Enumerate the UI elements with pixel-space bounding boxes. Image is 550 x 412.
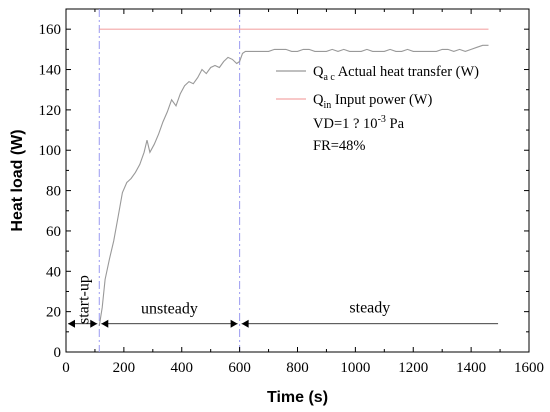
legend-actual-sub: a c [323, 72, 335, 83]
phase-label-startup: start-up [75, 275, 92, 324]
legend-actual-text: Actual heat transfer (W) [335, 64, 479, 80]
legend-entry-actual: Qa c Actual heat transfer (W) [313, 64, 479, 83]
phase-arrow-head [90, 319, 98, 328]
x-tick-label: 800 [286, 360, 309, 376]
series-layer [98, 28, 489, 326]
plot-area: start-up unsteady steady [65, 8, 530, 353]
legend-input-sub: in [323, 100, 331, 111]
y-tick-label: 80 [46, 184, 61, 200]
phase-arrow-head [241, 319, 249, 328]
legend-entry-input: Qin Input power (W) [313, 92, 432, 111]
y-tick-label: 160 [39, 22, 62, 38]
y-tick-label: 60 [46, 224, 61, 240]
y-tick-label: 100 [39, 143, 62, 159]
phase-boundaries [98, 9, 241, 352]
y-tick-label: 20 [46, 305, 61, 321]
phase-label-steady: steady [349, 300, 390, 317]
y-axis: 0 20 40 60 80 100 120 140 160 [39, 22, 529, 361]
phase-arrow-head [68, 319, 75, 328]
plot-frame [65, 8, 530, 353]
phase-arrow-head [230, 319, 238, 328]
annotation-vd: VD=1 ? 10-3 Pa [313, 114, 405, 132]
y-tick-label: 140 [39, 63, 62, 79]
series-actual-heat-transfer [98, 44, 489, 326]
annotation-vd-prefix: VD=1 ? 10 [313, 116, 378, 132]
phase-arrow-head [101, 319, 109, 328]
annotation-fr: FR=48% [313, 138, 366, 154]
x-tick-label: 0 [62, 360, 70, 376]
x-tick-label: 200 [113, 360, 136, 376]
x-axis: 0 200 400 600 800 1000 1200 1400 1600 [62, 9, 544, 376]
y-axis-title: Heat load (W) [9, 129, 26, 231]
x-tick-label: 400 [171, 360, 194, 376]
legend-input-text: Input power (W) [331, 92, 432, 108]
x-tick-label: 1400 [456, 360, 486, 376]
x-tick-label: 600 [228, 360, 251, 376]
legend-input-symbol: Q [313, 92, 324, 108]
annotation-vd-exp: -3 [378, 114, 386, 125]
legend: Qa c Actual heat transfer (W) Qin Input … [276, 64, 479, 154]
x-tick-label: 1000 [340, 360, 370, 376]
y-tick-label: 40 [46, 264, 61, 280]
y-tick-label: 120 [39, 103, 62, 119]
x-tick-label: 1200 [398, 360, 428, 376]
annotation-vd-unit: Pa [386, 116, 405, 132]
phase-label-unsteady: unsteady [141, 301, 198, 318]
phase-annotations: start-up unsteady steady [68, 275, 499, 328]
x-axis-title: Time (s) [267, 389, 328, 406]
y-tick-label: 0 [54, 345, 62, 361]
x-tick-label: 1600 [514, 360, 544, 376]
legend-actual-symbol: Q [313, 64, 324, 80]
